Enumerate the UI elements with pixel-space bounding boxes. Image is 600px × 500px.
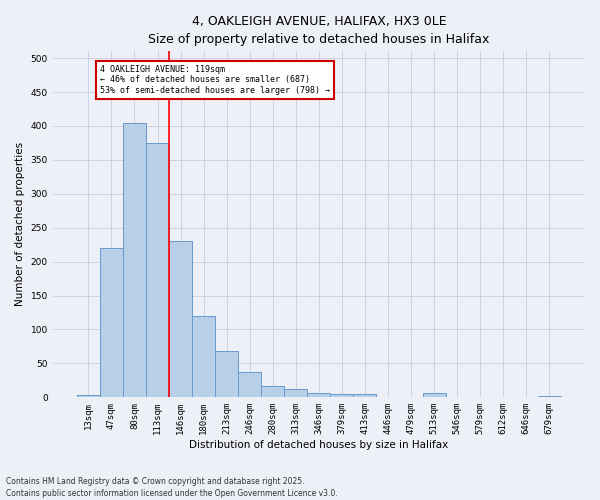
Bar <box>238 372 261 398</box>
Bar <box>77 396 100 398</box>
Bar <box>538 396 561 398</box>
Bar <box>192 316 215 398</box>
Bar <box>261 386 284 398</box>
Bar <box>515 396 538 398</box>
Title: 4, OAKLEIGH AVENUE, HALIFAX, HX3 0LE
Size of property relative to detached house: 4, OAKLEIGH AVENUE, HALIFAX, HX3 0LE Siz… <box>148 15 490 46</box>
Bar <box>284 388 307 398</box>
X-axis label: Distribution of detached houses by size in Halifax: Distribution of detached houses by size … <box>189 440 448 450</box>
Bar <box>422 392 446 398</box>
Bar <box>331 394 353 398</box>
Bar <box>215 351 238 398</box>
Bar <box>100 248 123 398</box>
Text: 4 OAKLEIGH AVENUE: 119sqm
← 46% of detached houses are smaller (687)
53% of semi: 4 OAKLEIGH AVENUE: 119sqm ← 46% of detac… <box>100 65 330 94</box>
Bar <box>353 394 376 398</box>
Bar <box>123 122 146 398</box>
Y-axis label: Number of detached properties: Number of detached properties <box>15 142 25 306</box>
Bar <box>376 396 400 398</box>
Bar <box>400 396 422 398</box>
Bar <box>169 242 192 398</box>
Bar <box>469 396 491 398</box>
Bar <box>307 394 331 398</box>
Text: Contains HM Land Registry data © Crown copyright and database right 2025.
Contai: Contains HM Land Registry data © Crown c… <box>6 476 338 498</box>
Bar <box>446 396 469 398</box>
Bar <box>146 143 169 398</box>
Bar <box>491 396 515 398</box>
